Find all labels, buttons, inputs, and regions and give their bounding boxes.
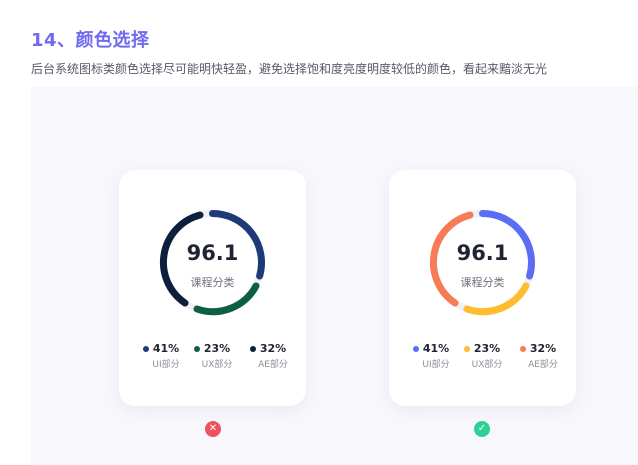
legend-item-ui: 41% UI部分 [406,342,456,370]
donut-segment-ui [479,210,535,280]
legend-pct: 23% [473,342,501,355]
legend-item-ux: 23% UX部分 [187,342,237,370]
legend-pct: 32% [529,342,557,355]
comparison-panel: 96.1 课程分类 41% UI部分 23% UX部分 32% AE部分 96.… [31,87,638,465]
section-subtitle: 后台系统图标类颜色选择尽可能明快轻盈，避免选择饱和度亮度明度较低的颜色，看起来黯… [31,62,548,76]
center-label: 课程分类 [190,276,235,289]
legend-label: AE部分 [528,360,558,370]
legend-label: UX部分 [201,360,233,370]
donut-segment-ae [430,211,474,307]
center-value: 96.1 [186,241,239,265]
donut-segment-ux [193,282,260,316]
legend-label: AE部分 [258,360,288,370]
legend-item-ui: 41% UI部分 [136,342,186,370]
legend-pct: 41% [152,342,180,355]
legend-item-ux: 23% UX部分 [457,342,507,370]
donut-ring [160,210,265,316]
check-icon: ✓ [474,421,490,437]
donut-segment-ui [209,210,265,280]
legend-label: UI部分 [422,360,450,370]
legend-label: UI部分 [152,360,180,370]
legend-label: UX部分 [471,360,503,370]
center-value: 96.1 [456,241,509,265]
legend-pct: 23% [203,342,231,355]
legend-dot [412,345,419,352]
good-example-card: 96.1 课程分类 41% UI部分 23% UX部分 32% AE部分 [389,170,576,406]
legend-item-ae: 32% AE部分 [243,342,293,370]
donut-segment-ae [160,211,204,307]
cross-icon: ✕ [205,421,221,437]
donut-segment-ux [463,282,530,316]
legend-pct: 32% [259,342,287,355]
bad-example-card: 96.1 课程分类 41% UI部分 23% UX部分 32% AE部分 [119,170,306,406]
legend-dot [193,345,200,352]
legend-item-ae: 32% AE部分 [513,342,563,370]
legend-dot [463,345,470,352]
legend-dot [519,345,526,352]
legend-pct: 41% [422,342,450,355]
section-heading: 14、颜色选择 [31,30,150,51]
donut-ring [430,210,535,316]
legend-dot [249,345,256,352]
legend-dot [142,345,149,352]
center-label: 课程分类 [460,276,505,289]
